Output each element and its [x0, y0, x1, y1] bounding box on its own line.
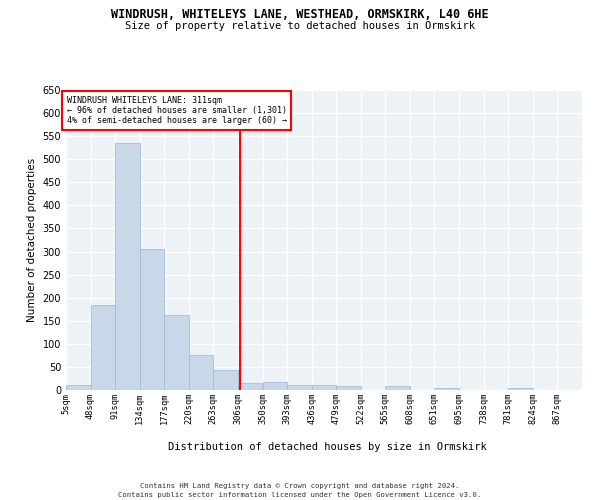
Bar [91, 304, 115, 390]
Bar [263, 382, 287, 390]
Bar [312, 386, 336, 390]
Bar [336, 386, 361, 390]
Text: WINDRUSH WHITELEYS LANE: 311sqm
← 96% of detached houses are smaller (1,301)
4% : WINDRUSH WHITELEYS LANE: 311sqm ← 96% of… [67, 96, 287, 126]
Bar [385, 386, 410, 390]
Bar [238, 383, 262, 390]
Text: WINDRUSH, WHITELEYS LANE, WESTHEAD, ORMSKIRK, L40 6HE: WINDRUSH, WHITELEYS LANE, WESTHEAD, ORMS… [111, 8, 489, 20]
Bar [188, 356, 213, 390]
Text: Distribution of detached houses by size in Ormskirk: Distribution of detached houses by size … [167, 442, 487, 452]
Text: Size of property relative to detached houses in Ormskirk: Size of property relative to detached ho… [125, 21, 475, 31]
Bar [140, 249, 164, 390]
Bar [508, 388, 533, 390]
Bar [164, 315, 188, 390]
Bar [66, 386, 91, 390]
Bar [434, 388, 459, 390]
Bar [213, 370, 238, 390]
Y-axis label: Number of detached properties: Number of detached properties [27, 158, 37, 322]
Text: Contains HM Land Registry data © Crown copyright and database right 2024.
Contai: Contains HM Land Registry data © Crown c… [118, 483, 482, 498]
Bar [287, 385, 312, 390]
Bar [115, 143, 140, 390]
